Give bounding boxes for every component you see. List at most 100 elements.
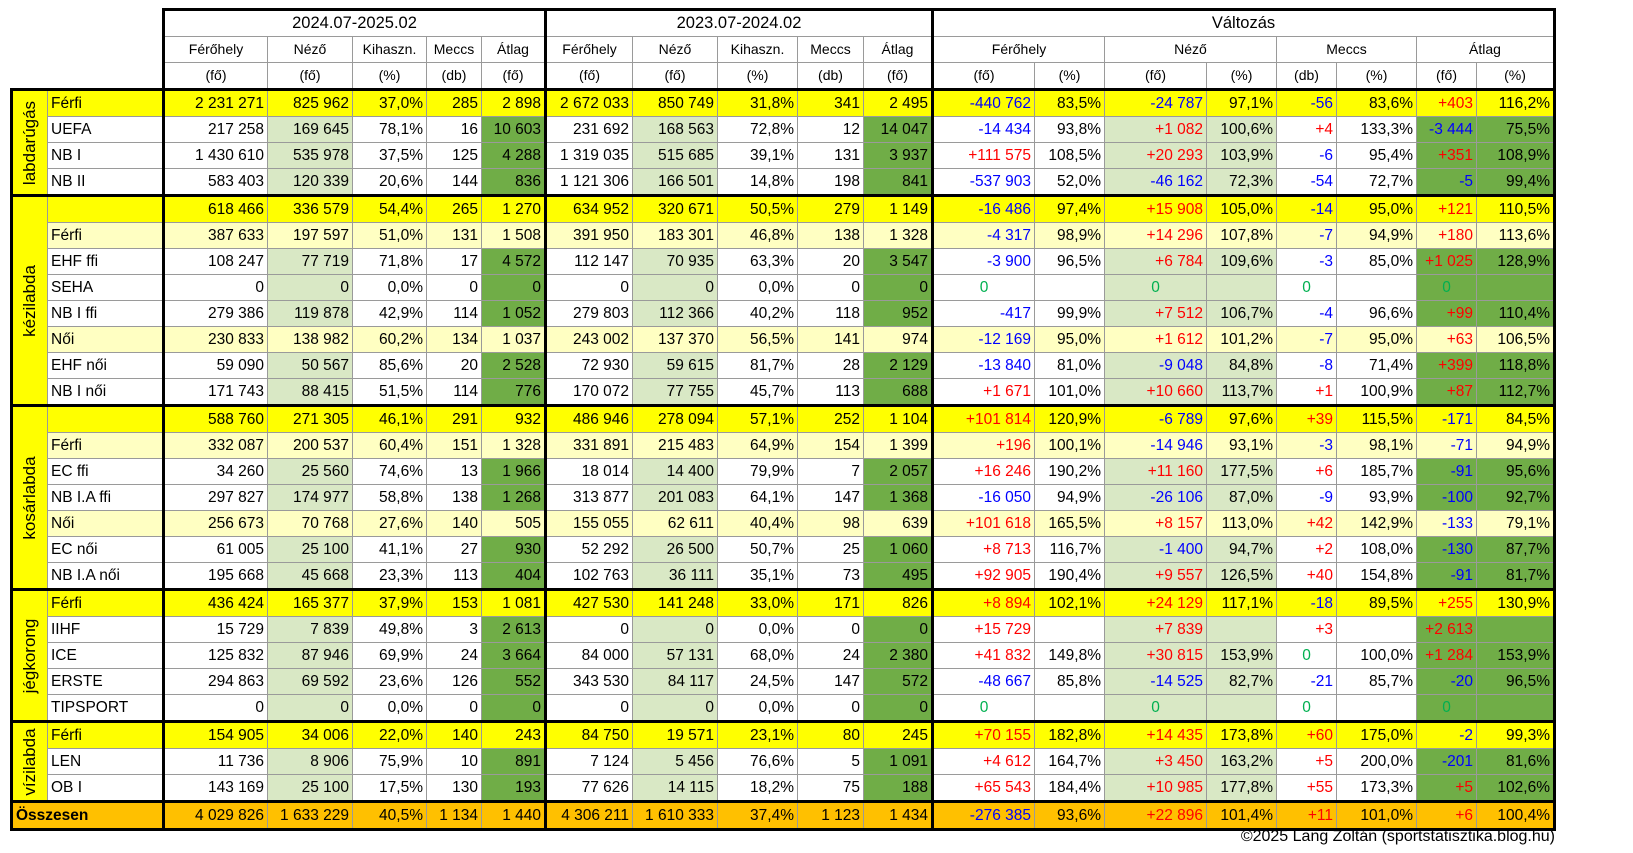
p1-value: 0,0%: [352, 274, 427, 301]
change-value: +101 618: [932, 510, 1035, 537]
p2-value: 155 055: [545, 510, 633, 537]
p1-value: 17,5%: [352, 774, 427, 803]
change-value: 154,8%: [1336, 562, 1417, 591]
p2-value: 12: [797, 116, 864, 143]
p2-value: 278 094: [632, 404, 718, 433]
row-label: NB I.A ffi: [47, 484, 165, 511]
p1-value: 10: [426, 748, 482, 775]
change-value: +9 557: [1104, 562, 1207, 591]
row-label: IIHF: [47, 616, 165, 643]
change-value: 93,9%: [1336, 484, 1417, 511]
copyright-credit: ©2025 Lang Zoltán (sportstatisztika.blog…: [1240, 828, 1555, 845]
p1-value: 4 572: [481, 248, 547, 275]
change-value: 93,1%: [1206, 432, 1277, 459]
p2-value: 1 091: [863, 748, 934, 775]
p1-value: 125 832: [163, 642, 268, 669]
change-value: 113,0%: [1206, 510, 1277, 537]
p2-value: 147: [797, 484, 864, 511]
category-name: jégkorong: [20, 618, 39, 693]
p1-value: 51,5%: [352, 378, 427, 407]
p1-value: 120 339: [267, 168, 353, 197]
column-header: Néző: [267, 36, 353, 63]
change-value: -201: [1416, 748, 1477, 775]
p1-value: 7 839: [267, 616, 353, 643]
p2-value: 62 611: [632, 510, 718, 537]
change-value: 96,6%: [1336, 300, 1417, 327]
change-value: 177,5%: [1206, 458, 1277, 485]
p2-value: 231 692: [545, 116, 633, 143]
total-p2-value: 1 434: [863, 800, 934, 831]
p2-value: 84 750: [545, 720, 633, 749]
unit-header: (fő): [863, 62, 934, 91]
p1-value: 2 528: [481, 352, 547, 379]
p2-value: 2 495: [863, 88, 934, 117]
change-value: 81,6%: [1476, 748, 1556, 775]
table-row: EC női 61 005 25 100 41,1% 27 930 52 292 26 500…: [12, 536, 1556, 563]
p2-value: 75: [797, 774, 864, 803]
change-value: -24 787: [1104, 88, 1207, 117]
change-value: -3: [1276, 432, 1337, 459]
p2-value: 168 563: [632, 116, 718, 143]
change-value: 105,0%: [1206, 194, 1277, 223]
change-value: 112,7%: [1476, 378, 1556, 407]
p1-value: 25 100: [267, 774, 353, 803]
change-group-header: Néző: [1104, 36, 1277, 63]
p2-value: 2 380: [863, 642, 934, 669]
p1-value: 45 668: [267, 562, 353, 591]
change-value: +99: [1416, 300, 1477, 327]
change-value: 163,2%: [1206, 748, 1277, 775]
p1-value: 60,4%: [352, 432, 427, 459]
change-value: -46 162: [1104, 168, 1207, 197]
p2-value: 1 368: [863, 484, 934, 511]
p2-value: 112 147: [545, 248, 633, 275]
change-value: +55: [1276, 774, 1337, 803]
p1-value: 1 052: [481, 300, 547, 327]
p2-value: 639: [863, 510, 934, 537]
p2-value: 188: [863, 774, 934, 803]
p2-value: 14 400: [632, 458, 718, 485]
change-value: 95,0%: [1336, 326, 1417, 353]
p1-value: 165 377: [267, 588, 353, 617]
p1-value: 0: [426, 274, 482, 301]
corner-spacer: [12, 63, 164, 90]
change-value: -537 903: [932, 168, 1035, 197]
p2-value: 18 014: [545, 458, 633, 485]
p2-value: 7: [797, 458, 864, 485]
total-change-value: +6: [1416, 800, 1477, 831]
change-value: +16 246: [932, 458, 1035, 485]
change-value: 149,8%: [1034, 642, 1105, 669]
change-value: 89,5%: [1336, 588, 1417, 617]
change-value: -417: [932, 300, 1035, 327]
p1-value: 154 905: [163, 720, 268, 749]
category-name: vízilabda: [20, 727, 39, 796]
total-p1-value: 1 440: [481, 800, 547, 831]
change-value: 103,9%: [1206, 142, 1277, 169]
p1-value: 88 415: [267, 378, 353, 407]
change-value: 52,0%: [1034, 168, 1105, 197]
change-value: +6: [1276, 458, 1337, 485]
column-header: Kihaszn.: [717, 36, 798, 63]
change-value: 100,0%: [1336, 642, 1417, 669]
p2-value: 57,1%: [717, 404, 798, 433]
change-value: +3 450: [1104, 748, 1207, 775]
change-group-header: Férőhely: [932, 36, 1105, 63]
change-value: +196: [932, 432, 1035, 459]
p2-value: 1 060: [863, 536, 934, 563]
change-value: +8 894: [932, 588, 1035, 617]
p2-value: 331 891: [545, 432, 633, 459]
table-row: vízilabda Férfi 154 905 34 006 22,0% 140 243 84…: [10, 720, 1556, 803]
p1-value: 2 613: [481, 616, 547, 643]
change-value: 185,7%: [1336, 458, 1417, 485]
change-value: 94,9%: [1476, 432, 1556, 459]
p1-value: 41,1%: [352, 536, 427, 563]
change-value: 100,1%: [1034, 432, 1105, 459]
p1-value: 77 719: [267, 248, 353, 275]
p2-value: 572: [863, 668, 934, 695]
p2-value: 80: [797, 720, 864, 749]
p1-value: 119 878: [267, 300, 353, 327]
p1-value: 108 247: [163, 248, 268, 275]
change-value: 0: [1104, 274, 1207, 301]
p1-value: 174 977: [267, 484, 353, 511]
change-value: 173,3%: [1336, 774, 1417, 803]
p2-value: 72,8%: [717, 116, 798, 143]
